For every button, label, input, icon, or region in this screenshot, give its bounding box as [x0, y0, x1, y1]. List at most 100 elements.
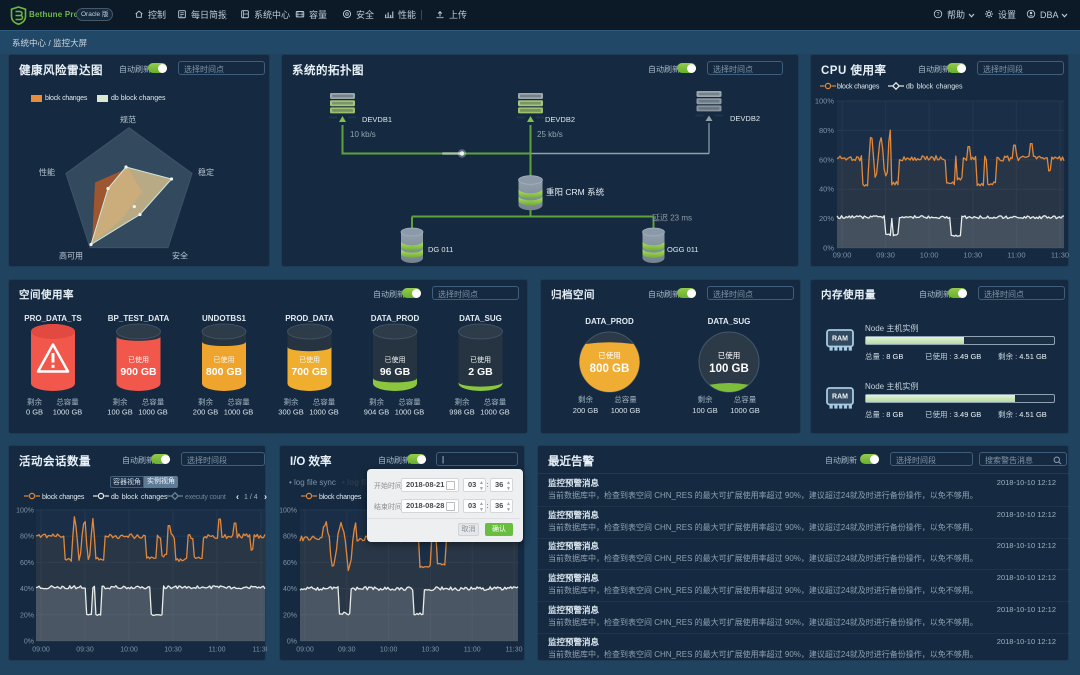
svg-text:10:30: 10:30 — [963, 251, 982, 260]
svg-text:11:30: 11:30 — [253, 647, 268, 654]
svg-text:PRO_DATA_TS: PRO_DATA_TS — [24, 314, 82, 323]
svg-text:800 GB: 800 GB — [206, 366, 243, 378]
svg-text:block changes: block changes — [42, 494, 85, 501]
svg-text:剩余: 剩余 — [698, 394, 713, 404]
svg-text:2 GB: 2 GB — [468, 366, 493, 378]
svg-text:60%: 60% — [819, 155, 834, 164]
svg-text:09:00: 09:00 — [833, 251, 852, 260]
svg-text:20%: 20% — [20, 612, 34, 619]
svg-text:11:30: 11:30 — [506, 647, 523, 654]
svg-text:db block changes: db block changes — [906, 84, 963, 91]
svg-text:总容量: 总容量 — [484, 397, 507, 407]
svg-text:规范: 规范 — [120, 115, 136, 125]
svg-text:总容量: 总容量 — [142, 397, 165, 407]
svg-text:11:30: 11:30 — [1051, 251, 1069, 260]
svg-text:904 GB: 904 GB — [364, 408, 389, 417]
svg-text:1000 GB: 1000 GB — [480, 408, 510, 417]
svg-text:已使用: 已使用 — [385, 355, 406, 364]
svg-text:剩余: 剩余 — [27, 397, 42, 407]
svg-text:总容量: 总容量 — [734, 394, 757, 404]
svg-text:100 GB: 100 GB — [107, 408, 132, 417]
svg-text:1 / 4: 1 / 4 — [244, 494, 258, 501]
svg-text:20%: 20% — [283, 612, 297, 619]
svg-text:20%: 20% — [819, 214, 834, 223]
svg-text:PROD_DATA: PROD_DATA — [285, 314, 334, 323]
svg-text:已使用: 已使用 — [214, 355, 235, 364]
svg-text:1000 GB: 1000 GB — [730, 406, 760, 415]
svg-text:剩余: 剩余 — [455, 397, 470, 407]
svg-text:DEVDB1: DEVDB1 — [362, 115, 392, 124]
svg-text:100 GB: 100 GB — [692, 406, 717, 415]
svg-text:DATA_PROD: DATA_PROD — [371, 314, 420, 323]
svg-text:剩余: 剩余 — [578, 394, 593, 404]
svg-text:10:00: 10:00 — [380, 647, 398, 654]
svg-text:OGG 011: OGG 011 — [667, 245, 699, 254]
svg-text:1000 GB: 1000 GB — [309, 408, 339, 417]
svg-text:900 GB: 900 GB — [120, 366, 157, 378]
svg-text:剩余: 剩余 — [198, 397, 213, 407]
svg-text:总容量: 总容量 — [56, 397, 79, 407]
svg-text:200 GB: 200 GB — [573, 406, 598, 415]
svg-text:DG 011: DG 011 — [428, 245, 453, 254]
svg-text:200 GB: 200 GB — [193, 408, 218, 417]
svg-text:总容量: 总容量 — [313, 397, 336, 407]
svg-text:DATA_SUG: DATA_SUG — [459, 314, 502, 323]
svg-text:已使用: 已使用 — [128, 355, 149, 364]
svg-text:总容量: 总容量 — [398, 397, 421, 407]
svg-text:总容量: 总容量 — [614, 394, 637, 404]
svg-text:40%: 40% — [283, 586, 297, 593]
svg-text:0 GB: 0 GB — [26, 408, 43, 417]
svg-text:1000 GB: 1000 GB — [224, 408, 254, 417]
svg-text:80%: 80% — [20, 534, 34, 541]
svg-text:60%: 60% — [20, 560, 34, 567]
svg-text:›: › — [264, 492, 267, 502]
svg-text:已使用: 已使用 — [598, 350, 621, 360]
svg-text:安全: 安全 — [172, 251, 188, 261]
svg-text:已使用: 已使用 — [299, 355, 320, 364]
svg-text:09:30: 09:30 — [76, 647, 94, 654]
svg-text:DATA_SUG: DATA_SUG — [708, 317, 751, 326]
svg-text:100%: 100% — [280, 508, 297, 515]
svg-text:block changes: block changes — [837, 84, 880, 91]
svg-text:11:00: 11:00 — [1007, 251, 1025, 260]
svg-text:60%: 60% — [283, 560, 297, 567]
svg-text:已使用: 已使用 — [718, 350, 741, 360]
svg-text:‹: ‹ — [236, 492, 239, 502]
svg-text:80%: 80% — [819, 126, 834, 135]
svg-text:0%: 0% — [823, 244, 834, 253]
svg-text:BP_TEST_DATA: BP_TEST_DATA — [108, 314, 170, 323]
svg-text:100%: 100% — [16, 508, 34, 515]
svg-text:剩余: 剩余 — [284, 397, 299, 407]
svg-text:80%: 80% — [283, 534, 297, 541]
svg-text:稳定: 稳定 — [198, 167, 214, 177]
svg-text:已使用: 已使用 — [470, 355, 491, 364]
svg-text:UNDOTBS1: UNDOTBS1 — [202, 314, 247, 323]
svg-text:11:00: 11:00 — [209, 647, 226, 654]
svg-text:1000 GB: 1000 GB — [395, 408, 425, 417]
svg-text:10:00: 10:00 — [120, 647, 138, 654]
svg-text:10 kb/s: 10 kb/s — [350, 130, 376, 139]
svg-text:db block changes: db block changes — [111, 494, 168, 501]
svg-text:10:00: 10:00 — [920, 251, 939, 260]
svg-text:09:30: 09:30 — [876, 251, 895, 260]
svg-text:1000 GB: 1000 GB — [138, 408, 168, 417]
svg-text:40%: 40% — [819, 185, 834, 194]
svg-text:10:30: 10:30 — [422, 647, 440, 654]
svg-text:0%: 0% — [287, 639, 297, 646]
svg-text:300 GB: 300 GB — [278, 408, 303, 417]
svg-text:重阳 CRM 系统: 重阳 CRM 系统 — [546, 187, 605, 197]
svg-text:性能: 性能 — [39, 167, 55, 177]
svg-text:0%: 0% — [24, 639, 34, 646]
svg-text:100 GB: 100 GB — [709, 363, 749, 375]
svg-text:09:30: 09:30 — [338, 647, 356, 654]
svg-text:block changes: block changes — [319, 494, 362, 501]
svg-text:?: ? — [936, 12, 939, 18]
svg-text:DEVDB2: DEVDB2 — [545, 115, 575, 124]
svg-text:executy count: executy count — [185, 494, 226, 501]
svg-text:100%: 100% — [815, 97, 835, 106]
svg-text:998 GB: 998 GB — [449, 408, 474, 417]
svg-text:800 GB: 800 GB — [590, 363, 630, 375]
svg-text:96 GB: 96 GB — [380, 366, 411, 378]
svg-text:DEVDB2: DEVDB2 — [730, 114, 760, 123]
svg-text:DATA_PROD: DATA_PROD — [585, 317, 634, 326]
